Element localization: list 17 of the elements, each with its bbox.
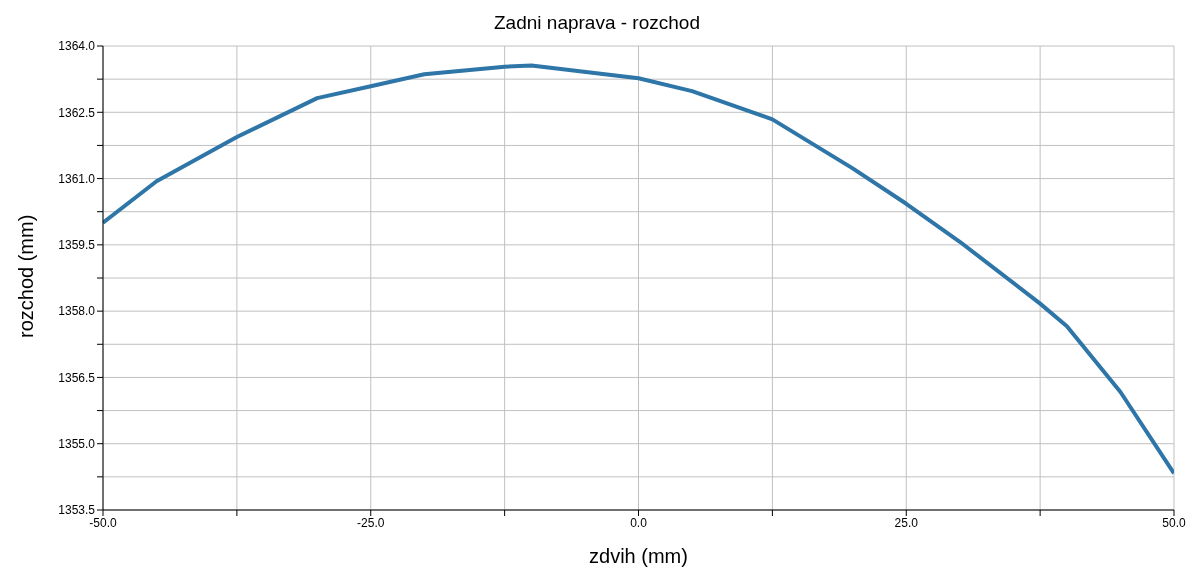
- y-axis-title: rozchod (mm): [15, 214, 38, 338]
- line-series: [103, 63, 1174, 476]
- y-tick-label: 1362.5: [58, 105, 96, 120]
- y-tick-label: 1353.5: [58, 503, 96, 518]
- x-tick-label: -25.0: [357, 515, 385, 530]
- x-axis-title: zdvih (mm): [589, 545, 688, 567]
- y-tick-label: 1356.5: [58, 370, 96, 385]
- y-tick-label: 1361.0: [58, 171, 96, 186]
- y-tick-label: 1358.0: [58, 304, 96, 319]
- y-tick-label: 1364.0: [58, 39, 96, 54]
- y-tick-label: 1355.0: [58, 436, 96, 451]
- chart-title: Zadni naprava - rozchod: [493, 11, 701, 35]
- x-tick-label: 50.0: [1162, 515, 1186, 530]
- y-tick-label: 1359.5: [58, 238, 96, 253]
- x-tick-label: -50.0: [89, 515, 117, 530]
- x-tick-label: 0.0: [630, 515, 648, 530]
- x-tick-label: 25.0: [894, 515, 919, 530]
